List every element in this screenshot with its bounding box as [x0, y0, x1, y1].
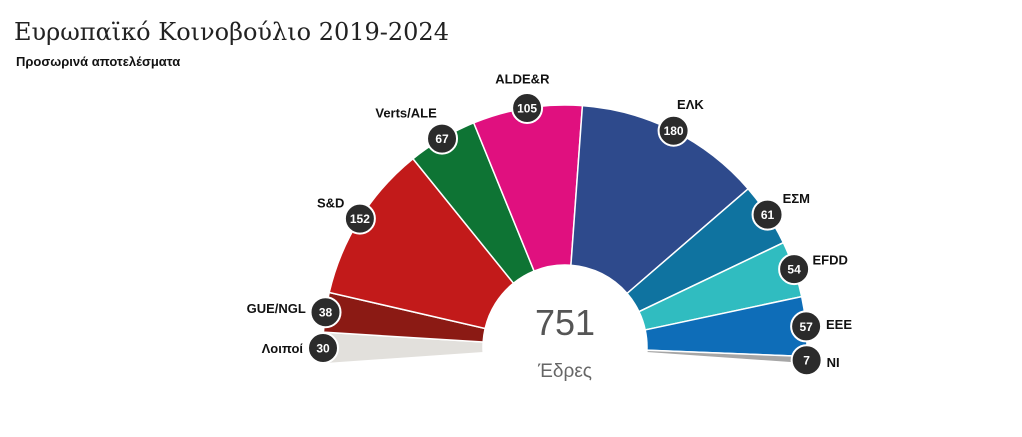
seat-bubble — [426, 122, 459, 155]
party-label: S&D — [317, 196, 344, 211]
party-label: Verts/ALE — [375, 106, 437, 121]
slice-ελκ — [570, 104, 750, 295]
seat-bubble — [778, 253, 811, 286]
seat-count-label: 180 — [664, 124, 684, 138]
party-label: GUE/NGL — [247, 301, 306, 316]
seat-bubble — [657, 114, 690, 147]
party-label: EEE — [826, 317, 852, 332]
party-label: Λοιποί — [262, 341, 304, 356]
seat-bubble — [790, 310, 823, 343]
seat-count-label: 152 — [350, 212, 370, 226]
party-label: ΕΛΚ — [677, 97, 704, 112]
seat-count-label: 30 — [316, 342, 330, 356]
seat-count-label: 38 — [319, 306, 333, 320]
chart-subtitle: Προσωρινά αποτελέσματα — [16, 54, 181, 69]
seat-count-label: 54 — [787, 263, 801, 277]
seat-count-label: 105 — [517, 101, 537, 115]
total-seats: 751 — [535, 302, 595, 343]
seat-count-label: 61 — [761, 208, 775, 222]
seat-count-label: 7 — [803, 354, 810, 368]
seat-bubble — [309, 296, 342, 329]
seat-bubble — [307, 332, 340, 365]
party-label: ΕΣΜ — [783, 191, 810, 206]
total-seats-label: Έδρες — [537, 361, 592, 382]
party-label: NI — [827, 355, 840, 370]
chart-title: Ευρωπαϊκό Κοινοβούλιο 2019-2024 — [14, 18, 449, 46]
slice-s-d — [328, 157, 515, 330]
seat-count-label: 57 — [799, 320, 813, 334]
party-label: EFDD — [813, 252, 848, 267]
party-label: ALDE&R — [495, 71, 550, 86]
seat-bubble — [751, 198, 784, 231]
seat-count-label: 67 — [435, 132, 449, 146]
seat-bubble — [790, 344, 823, 377]
seat-bubble — [511, 91, 544, 124]
seat-bubble — [343, 202, 376, 235]
